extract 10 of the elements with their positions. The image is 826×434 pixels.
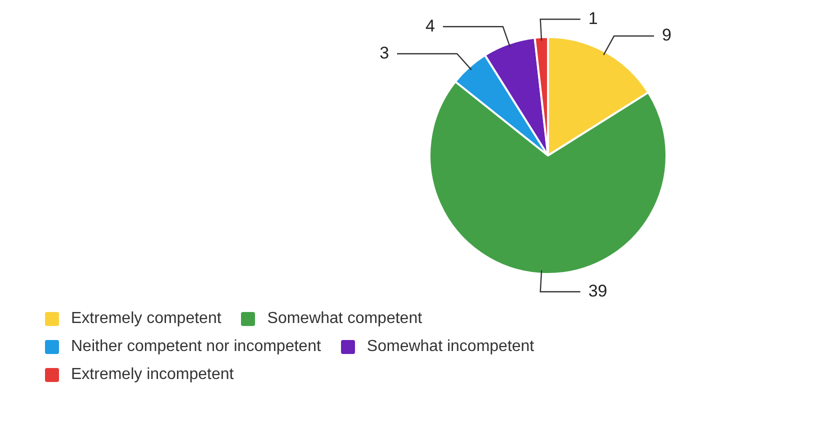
legend-label: Somewhat incompetent bbox=[366, 338, 534, 356]
legend-label: Neither competent nor incompetent bbox=[71, 338, 321, 356]
legend-label: Extremely incompetent bbox=[71, 366, 234, 384]
data-label: 4 bbox=[425, 16, 435, 36]
data-label: 1 bbox=[588, 8, 598, 28]
legend-label: Somewhat competent bbox=[267, 310, 422, 328]
data-label: 3 bbox=[380, 43, 390, 62]
legend-label: Extremely competent bbox=[71, 310, 222, 328]
data-label: 39 bbox=[588, 281, 608, 300]
data-label: 9 bbox=[662, 26, 672, 45]
